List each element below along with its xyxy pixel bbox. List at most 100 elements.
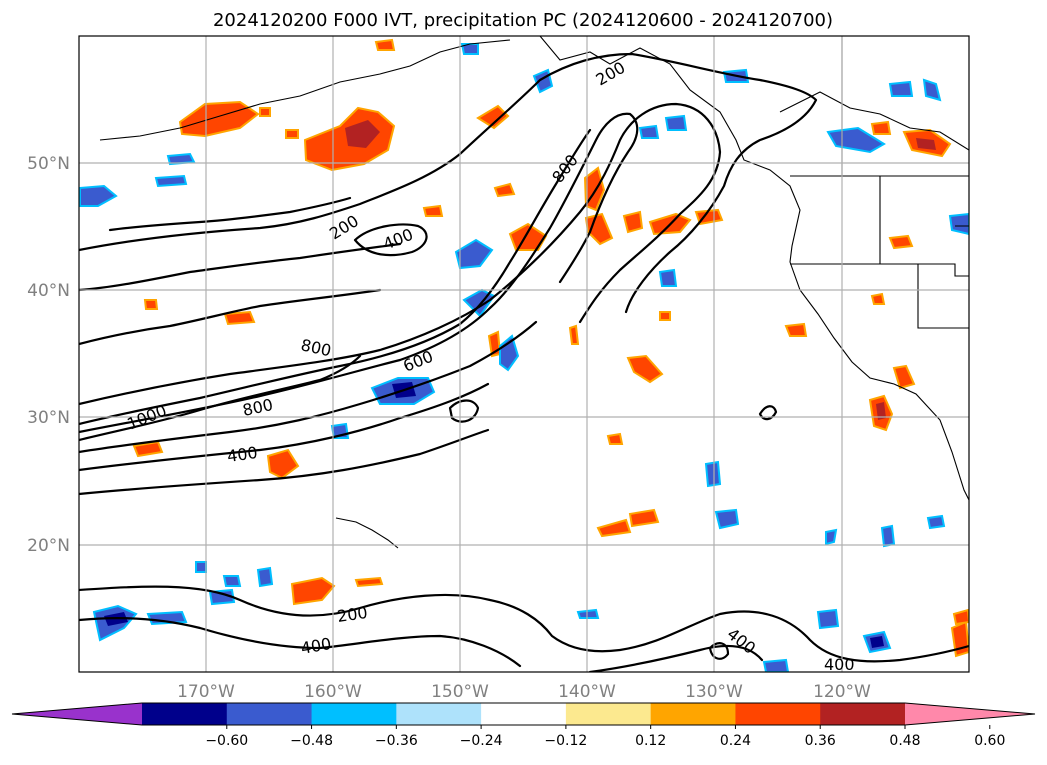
- positive-anomaly-core: [916, 138, 936, 150]
- contour-label: 200: [336, 603, 369, 626]
- positive-anomaly: [476, 104, 510, 130]
- positive-anomaly: [223, 310, 256, 326]
- negative-anomaly: [576, 608, 600, 619]
- map-frame: [78, 35, 970, 673]
- ivt-contour-800: [79, 128, 592, 426]
- contour-label: 400: [824, 655, 855, 674]
- precip-anomalies: [79, 38, 969, 672]
- colorbar-tick-label: 0.12: [635, 733, 666, 749]
- ivt-contour-800b: [79, 320, 538, 454]
- negative-anomaly: [926, 514, 946, 530]
- negative-anomaly: [208, 588, 236, 606]
- state-borders: [790, 36, 969, 329]
- positive-anomaly: [888, 234, 914, 250]
- negative-anomaly: [658, 268, 678, 287]
- positive-anomaly: [596, 518, 632, 538]
- negative-anomaly: [664, 114, 688, 131]
- positive-anomaly: [584, 212, 614, 246]
- positive-anomaly: [132, 440, 164, 458]
- positive-anomaly: [784, 322, 808, 337]
- ivt-contours: [79, 52, 969, 672]
- colorbar-tick-label: −0.24: [460, 733, 503, 749]
- north-america-coastline: [539, 36, 969, 501]
- positive-anomaly: [892, 364, 916, 390]
- ivt-contour-1000: [79, 354, 362, 442]
- positive-anomaly: [659, 311, 671, 321]
- colorbar-swatch: [226, 703, 313, 725]
- negative-anomaly: [816, 608, 840, 630]
- colorbar-extend-high: [905, 703, 1035, 725]
- ivt-contour-200: [79, 52, 818, 314]
- positive-anomaly-core: [345, 120, 380, 148]
- positive-anomaly: [266, 448, 300, 480]
- colorbar-tick-label: −0.60: [205, 733, 248, 749]
- positive-anomaly: [508, 222, 548, 251]
- lon-tick-label: 160°W: [304, 682, 362, 702]
- lat-tick-label: 40°N: [27, 281, 70, 301]
- negative-anomaly: [704, 460, 722, 488]
- longitude-labels: 170°W 160°W 150°W 140°W 130°W 120°W: [177, 682, 871, 702]
- ivt-contour-400b: [79, 382, 490, 472]
- negative-anomaly: [454, 238, 494, 270]
- contour-label: 400: [226, 443, 259, 466]
- positive-anomaly: [143, 299, 159, 310]
- lon-tick-label: 170°W: [177, 682, 235, 702]
- hawaii-islands: [335, 517, 399, 549]
- ivt-contour-northwest: [108, 196, 352, 232]
- positive-anomaly: [606, 432, 624, 445]
- colorbar-tick-label: −0.48: [290, 733, 333, 749]
- negative-anomaly: [888, 80, 914, 97]
- positive-anomaly: [422, 204, 444, 217]
- positive-anomaly: [285, 129, 299, 139]
- positive-anomaly: [354, 576, 384, 588]
- negative-anomaly: [762, 658, 790, 672]
- positive-anomaly: [870, 120, 892, 135]
- positive-anomaly: [290, 576, 336, 606]
- colorbar-tick-label: 0.36: [805, 733, 836, 749]
- colorbar-tick-label: −0.12: [544, 733, 587, 749]
- positive-anomaly: [259, 107, 271, 117]
- negative-anomaly: [922, 78, 942, 102]
- ivt-contour-400-south: [79, 616, 764, 672]
- colorbar-swatch: [735, 703, 821, 725]
- negative-anomaly: [948, 212, 969, 236]
- colorbar-tick-label: 0.60: [974, 733, 1005, 749]
- colorbar-tick-label: 0.24: [720, 733, 751, 749]
- negative-anomaly: [222, 575, 242, 587]
- map-background: [79, 36, 969, 672]
- lon-tick-label: 140°W: [558, 682, 616, 702]
- colorbar-swatch: [142, 703, 228, 725]
- ivt-contour-400-closed: [353, 223, 428, 257]
- colorbar-swatch: [650, 703, 736, 725]
- positive-anomaly: [626, 354, 664, 384]
- positive-anomaly-core: [876, 402, 886, 420]
- lon-tick-label: 150°W: [431, 682, 489, 702]
- colorbar: −0.60 −0.48 −0.36 −0.24 −0.12 0.12 0.24 0.36 0.4…: [11, 702, 1036, 749]
- colorbar-swatch: [481, 703, 567, 725]
- positive-anomaly: [628, 508, 660, 528]
- graticule: [79, 36, 969, 672]
- lat-tick-label: 30°N: [27, 408, 70, 428]
- positive-anomaly: [493, 182, 516, 198]
- negative-anomaly-core: [870, 636, 884, 648]
- positive-anomaly: [374, 38, 396, 51]
- ivt-contour-mid: [79, 288, 382, 346]
- colorbar-outline: [11, 702, 1036, 726]
- map-title: 2024120200 F000 IVT, precipitation PC (2…: [213, 10, 833, 31]
- colorbar-swatch: [565, 703, 652, 725]
- positive-anomaly: [568, 324, 580, 345]
- lon-tick-label: 120°W: [813, 682, 871, 702]
- lon-tick-label: 130°W: [685, 682, 743, 702]
- negative-anomaly: [638, 124, 660, 139]
- coastlines: [99, 36, 969, 549]
- ivt-contour-closed: [758, 405, 778, 421]
- ivt-contour-200b: [79, 428, 490, 496]
- negative-anomaly: [256, 566, 274, 588]
- positive-anomaly: [952, 608, 969, 626]
- negative-anomaly: [825, 528, 838, 546]
- negative-anomaly: [880, 524, 896, 548]
- lat-tick-label: 20°N: [27, 536, 70, 556]
- negative-anomaly: [166, 152, 196, 166]
- colorbar-swatch: [311, 703, 397, 725]
